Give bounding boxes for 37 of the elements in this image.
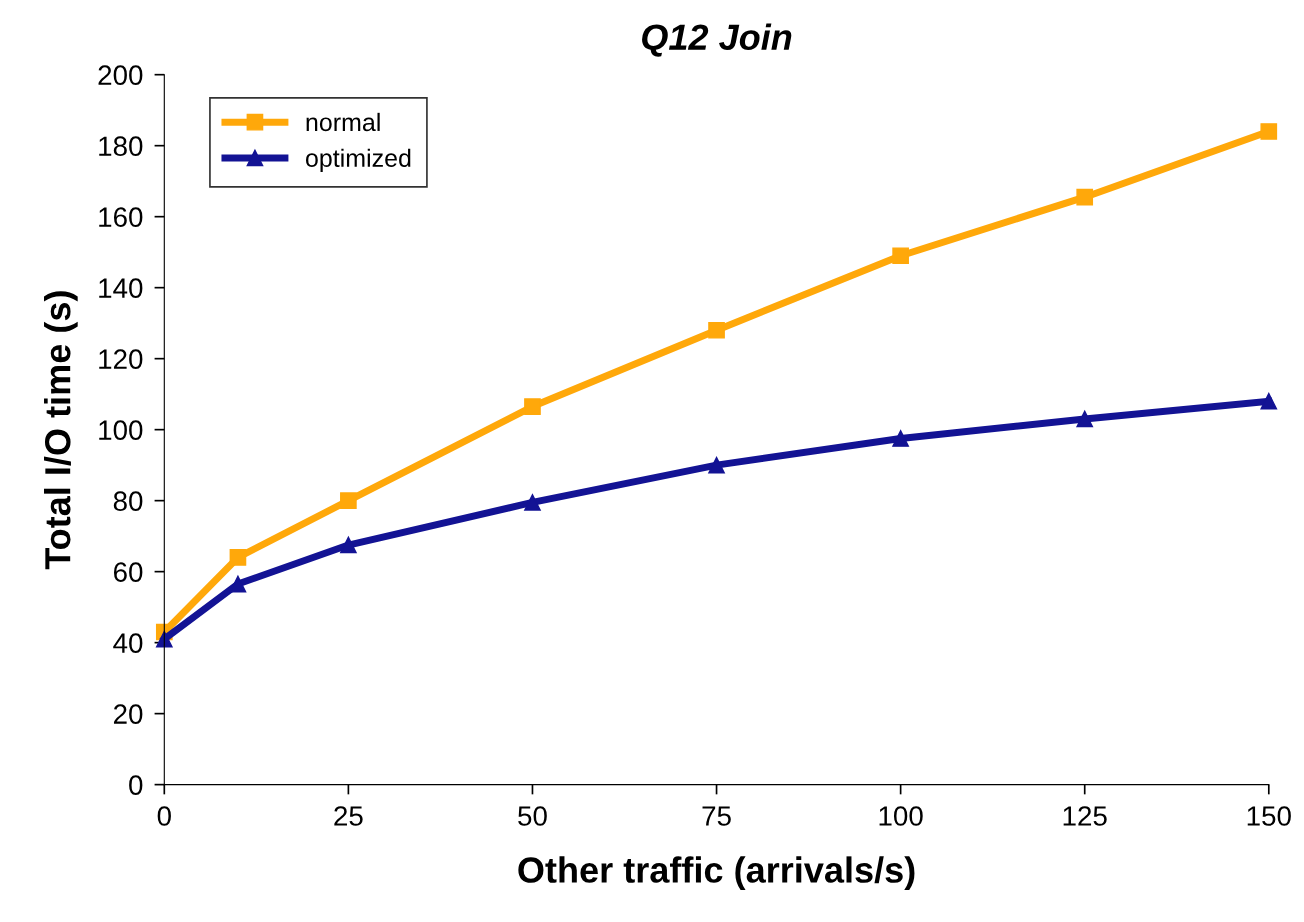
point <box>708 321 725 339</box>
point <box>229 549 247 566</box>
legend-label: optimized <box>305 148 411 172</box>
point <box>1076 410 1094 428</box>
y-tick-label: 20 <box>113 704 143 724</box>
x-tick-label: 125 <box>1063 806 1107 826</box>
y-tick-label: 140 <box>99 278 143 298</box>
point <box>524 398 541 415</box>
y-tick-label: 180 <box>99 136 143 157</box>
point <box>892 430 909 447</box>
point <box>892 247 909 265</box>
x-tick-label: 25 <box>334 806 363 826</box>
y-tick-label: 60 <box>113 562 143 582</box>
point <box>340 536 357 554</box>
point <box>155 630 173 648</box>
x-tick-label: 100 <box>879 806 923 826</box>
x-axis-title: Other traffic (arrivals/s) <box>518 856 915 891</box>
x-tick-label: 150 <box>1247 806 1291 826</box>
y-tick-label: 100 <box>99 420 143 440</box>
y-tick-label: 80 <box>113 491 143 511</box>
y-axis-title: Total I/O time (s) <box>44 291 78 570</box>
point <box>1260 123 1278 140</box>
point <box>1260 392 1278 410</box>
y-tick-label: 0 <box>129 775 143 795</box>
point <box>340 492 357 509</box>
y-tick-label: 200 <box>98 65 143 86</box>
y-tick-label: 120 <box>99 349 143 369</box>
point <box>1076 188 1094 206</box>
y-tick-label: 40 <box>113 633 143 653</box>
x-tick-label: 0 <box>157 806 171 826</box>
x-tick-label: 50 <box>518 806 547 826</box>
point <box>708 456 725 474</box>
y-tick-label: 160 <box>99 207 143 228</box>
chart-title: Q12 Join <box>642 23 792 57</box>
legend-label: normal <box>306 112 380 132</box>
point <box>524 494 541 511</box>
x-tick-label: 75 <box>702 806 731 826</box>
